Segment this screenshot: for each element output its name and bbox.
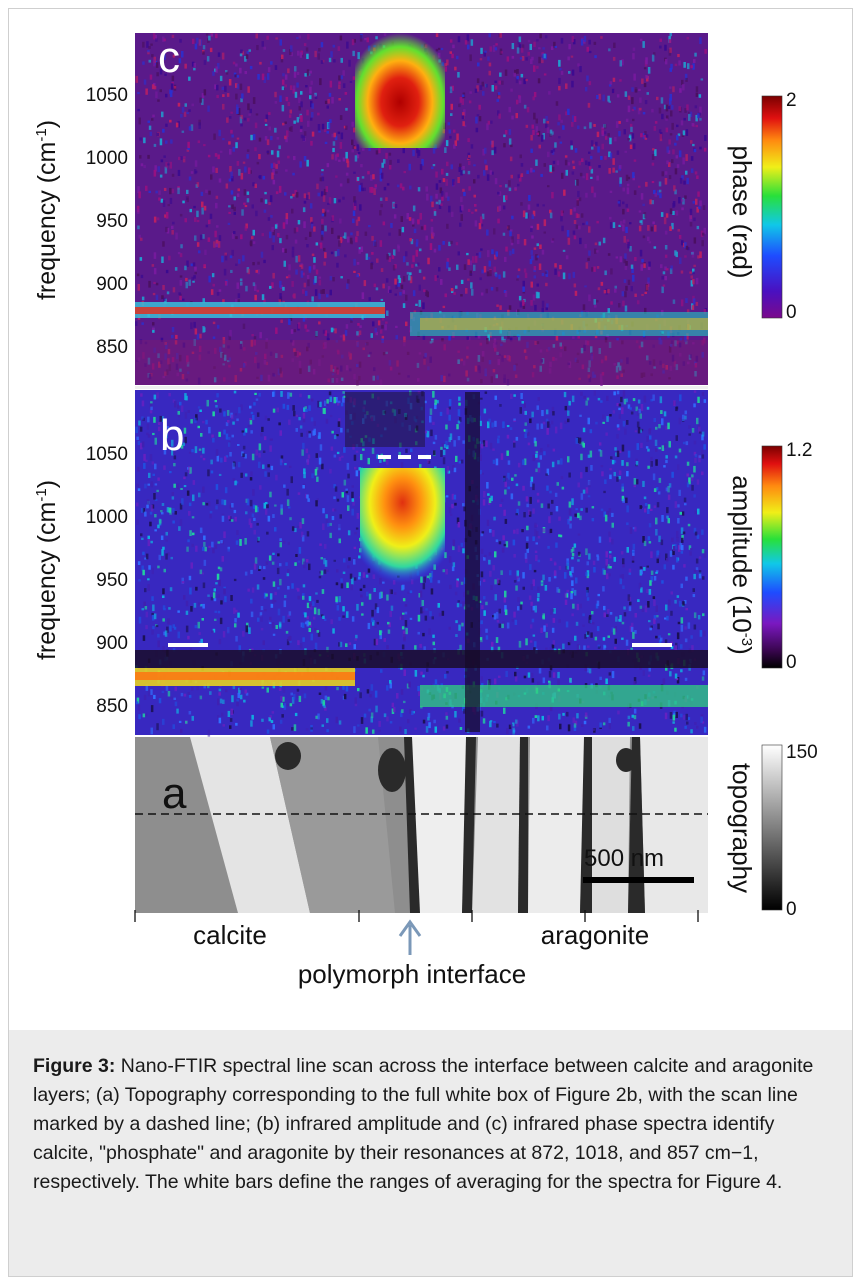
panel-b-dark-region: [345, 392, 425, 447]
panel-b-aragonite-band: [420, 685, 708, 707]
panel-b-ytick: 900: [96, 633, 128, 654]
interface-arrow: [398, 919, 422, 955]
polymorph-interface-label: polymorph interface: [298, 959, 526, 989]
panel-b-colorbar-min: 0: [786, 652, 797, 673]
panel-b-ylabel: frequency (cm-1): [33, 480, 61, 660]
panel-a-grain: [472, 737, 520, 913]
panel-a-colorbar: [761, 744, 783, 911]
scale-bar-label: 500 nm: [584, 845, 664, 872]
panel-b-ytick: 1050: [86, 444, 128, 465]
panel-a-grain: [590, 737, 630, 913]
panel-a-letter: a: [162, 769, 187, 818]
panel-a: a 500 nm 150 0 topography: [135, 737, 818, 920]
panel-c-ytick: 850: [96, 337, 128, 358]
figure-caption: Figure 3: Nano-FTIR spectral line scan a…: [9, 1030, 852, 1276]
panel-b-letter: b: [160, 411, 184, 460]
caption-label: Figure 3:: [33, 1055, 116, 1077]
panel-a-colorbar-min: 0: [786, 899, 797, 920]
panel-c-calcite-band-core: [135, 307, 385, 314]
panel-c-ylabel: frequency (cm-1): [33, 120, 61, 300]
panel-c-colorbar-label: phase (rad): [727, 146, 757, 279]
calcite-label: calcite: [193, 920, 267, 950]
panel-b-colorbar-label: amplitude (10-3): [727, 475, 757, 655]
panel-b-phosphate-peak: [360, 468, 445, 583]
panel-c-aragonite-band-core: [420, 318, 708, 330]
panel-a-gaps: [275, 737, 645, 913]
panel-a-colorbar-label: topography: [727, 763, 757, 893]
panel-b-dark-band: [135, 650, 708, 668]
panel-b-yticks: 1050 1000 950 900 850: [86, 444, 128, 717]
panel-c-lower-band: [135, 340, 708, 385]
panel-b-colorbar: [761, 445, 783, 669]
panel-b-ytick: 1000: [86, 507, 128, 528]
aragonite-label: aragonite: [541, 920, 649, 950]
panel-b-calcite-band-core: [135, 672, 355, 680]
panel-a-grain: [270, 737, 395, 913]
panel-b: b 1050 1000 950 900 850 frequency (cm-1)…: [33, 390, 812, 737]
figure-3: c 1050 1000 950 900 850 frequency (cm-1)…: [33, 33, 818, 989]
panel-c-phosphate-peak: [355, 33, 445, 148]
panel-b-dark-stripe: [465, 392, 480, 732]
panel-c-colorbar: [761, 95, 783, 319]
panel-c-ytick: 950: [96, 211, 128, 232]
panel-b-colorbar-max: 1.2: [786, 440, 812, 461]
panel-b-averaging-bars: [168, 455, 672, 647]
panel-c: c 1050 1000 950 900 850 frequency (cm-1)…: [33, 33, 797, 386]
panel-b-ytick: 950: [96, 570, 128, 591]
panel-a-grain: [640, 737, 708, 913]
panel-c-colorbar-min: 0: [786, 302, 797, 323]
caption-text: Nano-FTIR spectral line scan across the …: [33, 1055, 814, 1193]
x-axis: [134, 910, 699, 922]
panel-c-ytick: 1000: [86, 148, 128, 169]
panel-c-letter: c: [158, 33, 180, 82]
panel-separator: [135, 386, 708, 389]
panel-b-ytick: 850: [96, 696, 128, 717]
panel-c-ytick: 1050: [86, 85, 128, 106]
panel-c-ytick: 900: [96, 274, 128, 295]
panel-c-noise: [135, 33, 708, 386]
panel-a-grain: [410, 737, 470, 913]
panel-a-grain: [528, 737, 585, 913]
panel-c-colorbar-max: 2: [786, 90, 797, 111]
panel-a-colorbar-max: 150: [786, 742, 818, 763]
panel-c-yticks: 1050 1000 950 900 850: [86, 85, 128, 358]
